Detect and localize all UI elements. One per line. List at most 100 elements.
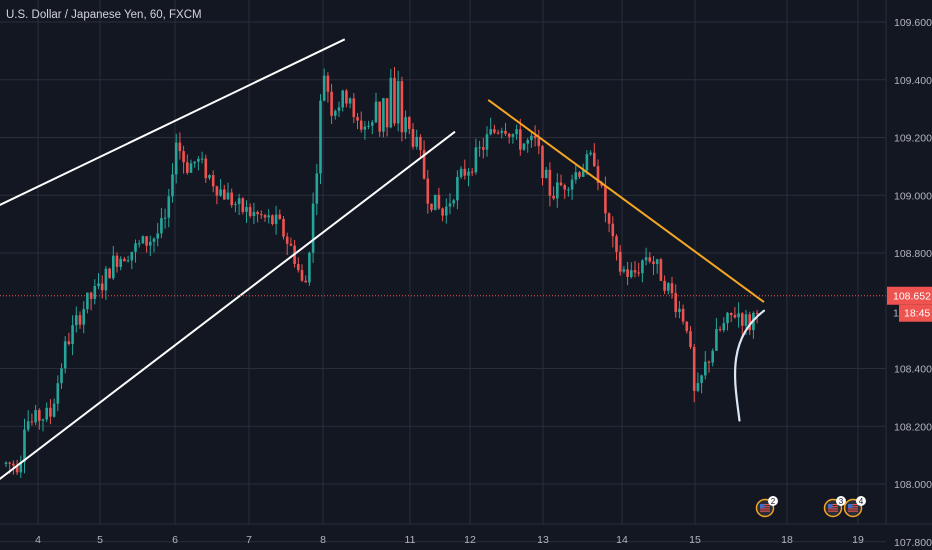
candle-body [248, 207, 252, 216]
candle-body [300, 270, 304, 281]
candle-body [126, 260, 130, 262]
candle-body [326, 75, 330, 92]
candle-body [8, 462, 11, 464]
candle-body [670, 283, 674, 294]
economic-events[interactable]: 2 3 4 [755, 496, 867, 518]
y-tick-label: 107.800 [894, 537, 932, 549]
countdown-badge [899, 304, 932, 322]
candle-body [93, 286, 97, 299]
candle-body [474, 147, 478, 173]
candle-body [274, 214, 278, 225]
candle-body [141, 236, 145, 244]
candle-body [715, 329, 718, 351]
x-tick-label: 13 [537, 534, 549, 546]
candle-body [385, 98, 389, 128]
trend-line-lower-channel[interactable] [0, 130, 456, 496]
candle-body [556, 182, 559, 199]
projection-curve[interactable] [733, 309, 766, 422]
candle-body [352, 98, 356, 118]
candle-body [459, 168, 463, 177]
candle-body [504, 130, 507, 134]
price-axis-partial-label: 10 [893, 308, 905, 320]
candle-body [737, 313, 740, 318]
candle-body [711, 350, 714, 363]
candle-body [755, 312, 759, 314]
candle-body [160, 218, 163, 234]
candle-body [152, 238, 156, 242]
candle-body [82, 309, 85, 325]
trend-line-descending-resistance[interactable] [487, 99, 765, 303]
chart-grid [0, 0, 886, 543]
candle-body [334, 110, 337, 116]
time-axis[interactable]: 4 5 6 7 8 11 12 13 14 15 18 19 [35, 534, 864, 546]
candle-body [448, 203, 452, 207]
us-flag-icon[interactable]: 2 [755, 496, 779, 518]
candle-body [426, 178, 430, 204]
candle-body [130, 251, 134, 261]
candle-body [648, 257, 652, 262]
candle-body [156, 233, 159, 239]
candle-body [437, 194, 441, 209]
candle-body [345, 90, 348, 104]
candle-body [396, 81, 400, 124]
candle-body [593, 152, 596, 167]
candle-body [219, 189, 222, 196]
candle-body [519, 129, 522, 150]
candle-body [145, 236, 148, 246]
candle-body [452, 200, 455, 204]
candle-body [112, 255, 115, 279]
event-count-badge [768, 496, 778, 506]
candle-body [30, 421, 34, 423]
us-flag-icon[interactable]: 3 [823, 496, 847, 518]
candle-body [729, 312, 733, 316]
candle-body [404, 117, 407, 133]
current-price-badge [887, 286, 932, 305]
candle-body [86, 292, 89, 310]
candle-body [60, 368, 63, 384]
candle-body [12, 463, 15, 466]
candle-body [541, 146, 544, 178]
y-tick-label: 108.400 [894, 364, 932, 376]
trend-lines[interactable] [0, 38, 765, 496]
candle-body [393, 77, 396, 124]
candle-body [337, 107, 341, 111]
candle-body [348, 98, 352, 104]
candle-body [115, 255, 119, 267]
x-tick-label: 6 [172, 534, 178, 546]
candle-body [356, 117, 359, 121]
candle-body [470, 171, 474, 173]
candle-body [544, 169, 548, 178]
candle-body [441, 208, 444, 216]
y-tick-label: 109.600 [894, 17, 932, 29]
candle-body [382, 98, 385, 132]
candle-body [567, 189, 570, 191]
trend-line-upper-channel[interactable] [0, 38, 346, 215]
candle-body [271, 215, 274, 225]
candle-body [71, 325, 74, 344]
candle-body [263, 215, 267, 218]
price-axis[interactable]: 109.600 109.400 109.200 109.000 108.800 108.4… [894, 17, 932, 549]
candle-body [530, 135, 533, 141]
candle-body [308, 252, 311, 283]
candle-body [208, 175, 211, 179]
candle-body [38, 410, 41, 421]
candle-body [633, 270, 637, 273]
candle-body [267, 215, 270, 218]
candle-body [223, 189, 226, 200]
candle-body [211, 175, 215, 187]
candle-body [704, 361, 707, 376]
candle-body [89, 292, 93, 299]
candle-body [19, 462, 23, 473]
candle-body [100, 283, 104, 291]
candle-body [507, 133, 511, 137]
candle-body [511, 134, 515, 137]
candle-body [204, 158, 208, 179]
candle-body [75, 315, 78, 326]
candle-body [419, 136, 422, 151]
y-tick-label: 109.200 [894, 133, 932, 145]
candle-body [134, 243, 137, 252]
us-flag-icon[interactable]: 4 [843, 496, 867, 518]
candle-body [548, 169, 552, 196]
candle-body [34, 410, 37, 423]
